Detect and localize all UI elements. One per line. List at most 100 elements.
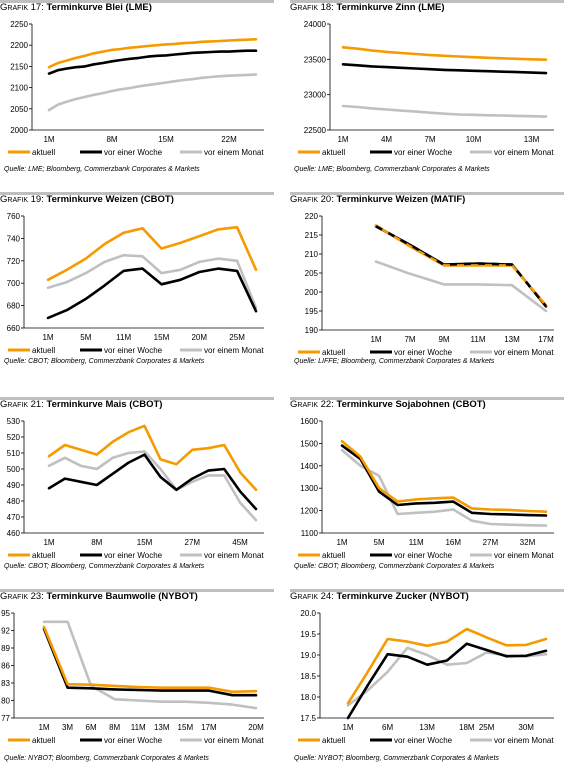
chart-source: Quelle: CBOT; Bloomberg, Commerzbank Cor… <box>4 358 205 365</box>
x-tick-label: 1M <box>370 335 381 344</box>
panel-top-rule <box>0 397 274 400</box>
line-chart: 17.5 18.0 18.5 19.0 19.5 20.0 1M 6M 13M 18M 25M 30M… <box>298 609 554 745</box>
series-line-monat <box>341 104 548 118</box>
chart-number: Grafik 19: <box>0 194 44 205</box>
y-tick-label: 18.0 <box>300 693 316 702</box>
chart-title-text: Terminkurve Weizen (CBOT) <box>46 194 174 205</box>
line-chart: 2000 2050 2100 2150 2200 2250 1M 8M 15M 22M aktuel… <box>8 20 264 157</box>
x-tick-label: 3M <box>62 723 73 732</box>
chart-panel-grafik-17: Grafik 17: Terminkurve Blei (LME) 2000 20… <box>0 0 274 188</box>
legend-label-aktuell: aktuell <box>32 148 55 157</box>
panel-top-rule <box>290 589 564 592</box>
chart-panel-grafik-23: Grafik 23: Terminkurve Baumwolle (NYBOT)… <box>0 589 274 777</box>
panel-top-rule <box>0 0 274 3</box>
y-tick-label: 80 <box>1 697 10 706</box>
x-tick-label: 20M <box>191 333 207 342</box>
legend-label-aktuell: aktuell <box>322 348 345 356</box>
chart-title-text: Terminkurve Blei (LME) <box>46 2 152 13</box>
y-tick-label: 510 <box>7 449 21 458</box>
y-tick-label: 220 <box>305 212 319 221</box>
legend-label-monat: vor einem Monat <box>494 148 554 157</box>
series-line-woche <box>46 267 258 320</box>
x-tick-label: 1M <box>43 135 54 144</box>
y-tick-label: 680 <box>7 302 21 311</box>
line-chart: 77 80 83 86 89 92 95 1M 3M 6M 8M 11M 13M 15M 17M 20M akt… <box>1 609 264 745</box>
chart-number: Grafik 24: <box>290 591 334 602</box>
x-tick-label: 25M <box>229 333 245 342</box>
chart-panel-grafik-22: Grafik 22: Terminkurve Sojabohnen (CBOT)… <box>290 397 564 585</box>
series-line-monat <box>47 450 258 522</box>
y-tick-label: 200 <box>305 288 319 297</box>
y-tick-label: 22500 <box>304 126 327 135</box>
x-tick-label: 13M <box>524 135 540 144</box>
chart-source: Quelle: LIFFE; Bloomberg, Commerzbank Co… <box>294 358 495 365</box>
x-tick-label: 1M <box>43 538 54 547</box>
series-line-monat <box>42 620 258 710</box>
series-line-woche <box>341 62 548 75</box>
legend-label-aktuell: aktuell <box>32 736 55 745</box>
x-tick-label: 1M <box>42 333 53 342</box>
y-tick-label: 2100 <box>10 84 28 93</box>
x-tick-label: 15M <box>137 538 153 547</box>
x-tick-label: 1M <box>38 723 49 732</box>
legend-label-woche: vor einer Woche <box>394 348 453 356</box>
y-tick-label: 17.5 <box>300 714 316 723</box>
panel-top-rule <box>290 0 564 3</box>
x-tick-label: 22M <box>221 135 237 144</box>
x-tick-label: 8M <box>109 723 120 732</box>
chart-source: Quelle: CBOT; Bloomberg, Commerzbank Cor… <box>4 563 205 570</box>
y-tick-label: 500 <box>7 465 21 474</box>
x-tick-label: 1M <box>336 538 347 547</box>
series-line-monat <box>374 260 548 313</box>
chart-title: Grafik 22: Terminkurve Sojabohnen (CBOT) <box>290 399 486 410</box>
x-tick-label: 6M <box>86 723 97 732</box>
series-line-aktuell <box>42 625 258 694</box>
x-tick-label: 27M <box>185 538 201 547</box>
legend-label-aktuell: aktuell <box>32 551 55 560</box>
series-line-woche <box>340 444 548 517</box>
chart-title: Grafik 20: Terminkurve Weizen (MATIF) <box>290 194 465 205</box>
series-line-aktuell <box>46 225 258 282</box>
chart-panel-grafik-20: Grafik 20: Terminkurve Weizen (MATIF) 19… <box>290 192 564 380</box>
x-tick-label: 11M <box>116 333 131 342</box>
chart-number: Grafik 22: <box>290 399 334 410</box>
y-tick-label: 89 <box>1 644 10 653</box>
x-tick-label: 20M <box>248 723 264 732</box>
legend-label-woche: vor einer Woche <box>104 551 163 560</box>
line-chart: 660 680 700 720 740 760 1M 5M 11M 15M 20M 25M aktuel… <box>7 212 265 355</box>
x-tick-label: 11M <box>131 723 146 732</box>
series-line-woche <box>42 627 258 697</box>
y-tick-label: 660 <box>7 324 21 333</box>
chart-title-text: Terminkurve Baumwolle (NYBOT) <box>46 591 198 602</box>
x-tick-label: 4M <box>381 135 392 144</box>
chart-title-text: Terminkurve Sojabohnen (CBOT) <box>336 399 486 410</box>
legend-label-monat: vor einem Monat <box>494 551 554 560</box>
chart-source: Quelle: NYBOT; Bloomberg, Commerzbank Co… <box>4 755 209 762</box>
y-tick-label: 83 <box>1 679 10 688</box>
chart-title: Grafik 21: Terminkurve Mais (CBOT) <box>0 399 162 410</box>
x-tick-label: 16M <box>445 538 461 547</box>
y-tick-label: 190 <box>305 326 319 335</box>
chart-number: Grafik 20: <box>290 194 334 205</box>
y-tick-label: 205 <box>305 269 319 278</box>
x-tick-label: 6M <box>382 723 393 732</box>
x-tick-label: 15M <box>178 723 194 732</box>
x-tick-label: 17M <box>538 335 554 344</box>
x-tick-label: 8M <box>91 538 102 547</box>
x-tick-label: 25M <box>479 723 495 732</box>
chart-source: Quelle: LME; Bloomberg, Commerzbank Corp… <box>4 166 200 173</box>
series-line-aktuell <box>341 45 548 62</box>
y-tick-label: 1100 <box>301 529 319 538</box>
chart-title-text: Terminkurve Zucker (NYBOT) <box>336 591 469 602</box>
panel-top-rule <box>0 589 274 592</box>
x-tick-label: 15M <box>158 135 174 144</box>
line-chart: 190 195 200 205 210 215 220 1M 7M 9M 11M 13M 17M aktu… <box>298 212 554 356</box>
series-line-aktuell <box>47 37 258 69</box>
x-tick-label: 8M <box>106 135 117 144</box>
y-tick-label: 490 <box>7 481 21 490</box>
x-tick-label: 17M <box>201 723 217 732</box>
y-tick-label: 740 <box>7 234 21 243</box>
y-tick-label: 520 <box>7 433 21 442</box>
y-tick-label: 2250 <box>10 20 28 29</box>
y-tick-label: 700 <box>7 279 21 288</box>
